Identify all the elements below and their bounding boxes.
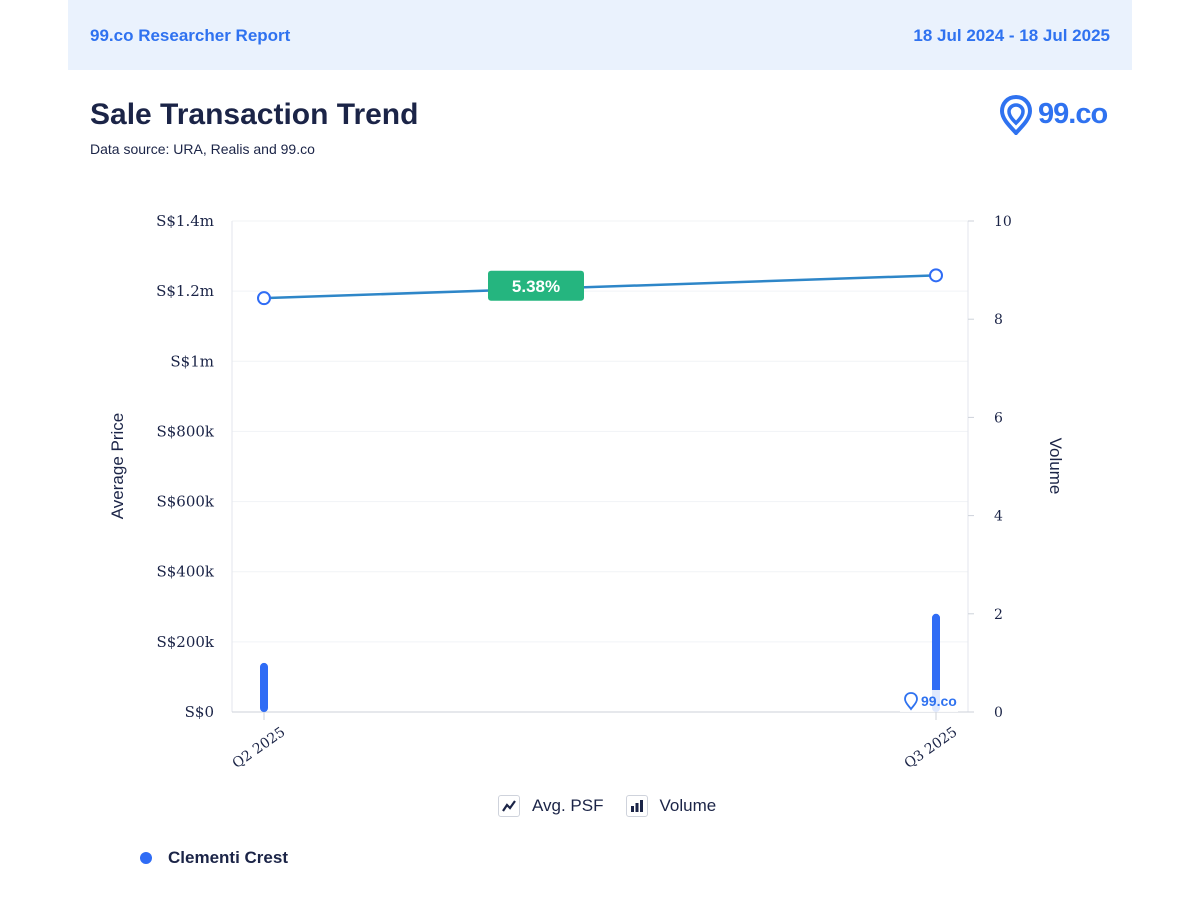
legend-item-volume[interactable]: Volume	[625, 795, 717, 817]
y-left-tick-label: S$1.4m	[156, 212, 214, 230]
y-right-axis-title: Volume	[1046, 438, 1065, 495]
bar-chart-icon	[625, 795, 648, 817]
change-badge-layer: 5.38%	[488, 270, 584, 301]
left-tick-labels: S$0 S$200k S$400k S$600k S$800k S$1m S$1.2m S$1…	[156, 212, 215, 721]
chart-grid	[232, 220, 968, 643]
y-right-tick-label: 4	[994, 509, 1003, 525]
brand-logo: 99.co	[1000, 95, 1114, 135]
legend-item-price[interactable]: Avg. PSF	[498, 795, 604, 817]
right-tick-labels: 0 2 4 6 8 10	[968, 214, 1012, 721]
y-left-axis-title: Average Price	[108, 413, 127, 519]
line-chart-icon	[498, 795, 520, 817]
price-point	[257, 291, 271, 306]
logo-wordmark: 99.co	[1038, 98, 1108, 130]
y-left-tick-label: S$200k	[156, 633, 214, 651]
y-left-tick-label: S$1.2m	[156, 282, 214, 300]
y-left-tick-label: S$400k	[156, 563, 214, 581]
price-line-layer	[257, 268, 943, 306]
sale-transaction-chart: S$0 S$200k S$400k S$600k S$800k S$1m S$1.2m S$1…	[108, 212, 1065, 772]
y-left-tick-label: S$600k	[156, 493, 214, 511]
x-tick-label: Q3 2025	[902, 724, 961, 772]
date-range: 18 Jul 2024 - 18 Jul 2025	[913, 26, 1110, 45]
volume-bar	[932, 613, 940, 712]
y-left-tick-label: S$0	[185, 703, 214, 721]
page-title: Sale Transaction Trend	[90, 98, 419, 131]
legend-price-label: Avg. PSF	[532, 796, 604, 815]
legend-volume-label: Volume	[659, 796, 717, 815]
chart-axes	[231, 221, 969, 713]
y-left-tick-label: S$1m	[170, 352, 214, 370]
y-right-tick-label: 2	[994, 607, 1003, 623]
change-badge	[488, 270, 584, 301]
volume-bars	[260, 613, 940, 712]
y-left-tick-label: S$800k	[156, 422, 214, 440]
location-pin-icon	[1000, 95, 1032, 135]
y-right-tick-label: 10	[994, 214, 1012, 230]
watermark-wordmark: 99.co	[921, 693, 957, 709]
report-title: 99.co Researcher Report	[90, 26, 291, 45]
report-header: 99.co Researcher Report 18 Jul 2024 - 18…	[68, 0, 1132, 70]
chart-watermark: 99.co	[900, 690, 958, 712]
y-right-tick-label: 6	[994, 410, 1003, 426]
price-line	[263, 274, 937, 300]
location-pin-icon	[904, 692, 918, 711]
series-color-dot	[140, 852, 152, 864]
y-right-tick-label: 8	[994, 312, 1003, 328]
series-name: Clementi Crest	[168, 848, 288, 867]
y-right-tick-label: 0	[994, 705, 1003, 721]
change-badge-label: 5.38%	[512, 277, 560, 296]
x-tick-label: Q2 2025	[230, 724, 289, 772]
series-legend[interactable]: Clementi Crest	[140, 848, 288, 868]
data-source-subtitle: Data source: URA, Realis and 99.co	[90, 141, 315, 157]
chart-legend: Avg. PSF Volume	[498, 794, 738, 818]
volume-bar	[260, 662, 268, 712]
x-tick-labels: Q2 2025 Q3 2025	[230, 712, 961, 772]
price-point	[929, 268, 943, 283]
